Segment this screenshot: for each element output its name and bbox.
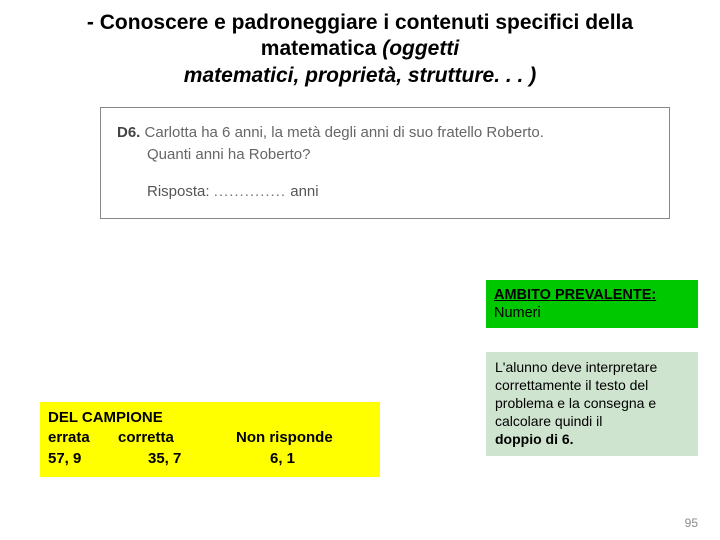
campione-box: DEL CAMPIONE errata corretta Non rispond… xyxy=(40,402,380,477)
answer-unit: anni xyxy=(290,183,318,200)
title-line1: - Conoscere e padroneggiare i contenuti … xyxy=(87,11,633,34)
title-line2b: (oggetti xyxy=(382,37,459,60)
question-box: D6. Carlotta ha 6 anni, la metà degli an… xyxy=(100,107,670,220)
page-number: 95 xyxy=(685,516,698,530)
val-errata: 57, 9 xyxy=(48,449,118,469)
ambito-value: Numeri xyxy=(494,305,541,321)
question-text1: Carlotta ha 6 anni, la metà degli anni d… xyxy=(145,124,544,141)
slide-title: - Conoscere e padroneggiare i contenuti … xyxy=(0,0,720,89)
col-corretta: corretta xyxy=(118,428,208,448)
title-line2a: matematica xyxy=(261,37,382,60)
val-corretta: 35, 7 xyxy=(118,449,208,469)
title-line3: matematici, proprietà, strutture. . . ) xyxy=(184,64,536,87)
answer-label: Risposta: xyxy=(147,183,210,200)
question-text2: Quanti anni ha Roberto? xyxy=(147,146,310,163)
ambito-box: AMBITO PREVALENTE: Numeri xyxy=(486,280,698,328)
col-nonrisponde: Non risponde xyxy=(208,428,333,448)
answer-dots: .............. xyxy=(214,183,286,200)
explain-box: L'alunno deve interpretare correttamente… xyxy=(486,352,698,456)
ambito-label: AMBITO PREVALENTE: xyxy=(494,287,656,303)
question-label: D6. xyxy=(117,124,140,141)
col-errata: errata xyxy=(48,428,118,448)
val-nonrisponde: 6, 1 xyxy=(208,449,295,469)
explain-bold: doppio di 6. xyxy=(495,431,574,447)
explain-text: L'alunno deve interpretare correttamente… xyxy=(495,359,657,429)
campione-heading: DEL CAMPIONE xyxy=(48,408,372,428)
